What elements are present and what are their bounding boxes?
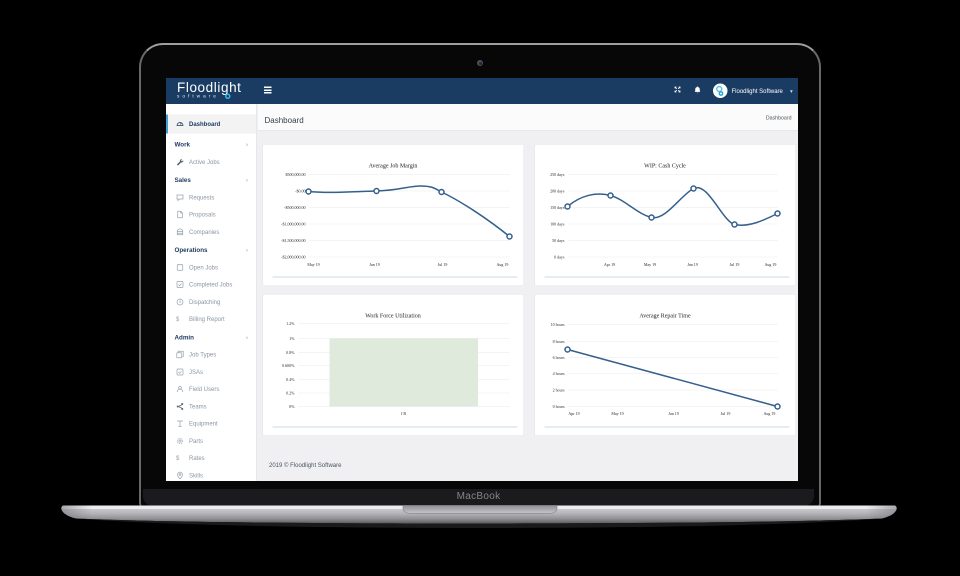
svg-text:200 days: 200 days	[550, 189, 565, 194]
svg-text:8 hours: 8 hours	[553, 339, 565, 344]
svg-text:Aug 19: Aug 19	[764, 411, 776, 416]
svg-text:Apr 19: Apr 19	[604, 262, 615, 267]
svg-text:Jul 19: Jul 19	[721, 411, 731, 416]
svg-text:1%: 1%	[289, 336, 295, 341]
svg-text:6 hours: 6 hours	[553, 355, 565, 360]
svg-text:May 19: May 19	[611, 411, 623, 416]
svg-text:10 hours: 10 hours	[551, 322, 565, 327]
svg-text:0.2%: 0.2%	[286, 391, 295, 396]
svg-text:4 hours: 4 hours	[553, 371, 565, 376]
svg-text:Work Force Utilization: Work Force Utilization	[365, 314, 421, 320]
svg-text:-$500,000.00: -$500,000.00	[284, 205, 305, 211]
svg-text:-$1,500,000.00: -$1,500,000.00	[281, 238, 305, 244]
svg-text:1.2%: 1.2%	[286, 321, 295, 326]
svg-text:Aug 19: Aug 19	[765, 262, 777, 267]
svg-text:Aug 19: Aug 19	[497, 262, 509, 267]
svg-text:WIP: Cash Cycle: WIP: Cash Cycle	[644, 164, 686, 170]
svg-text:0%: 0%	[289, 404, 295, 409]
svg-text:150 days: 150 days	[550, 205, 565, 210]
svg-text:Jul 19: Jul 19	[730, 262, 740, 267]
svg-text:-$1,000,000.00: -$1,000,000.00	[281, 222, 305, 228]
svg-text:250 days: 250 days	[550, 172, 565, 177]
svg-text:$500,000.00: $500,000.00	[286, 172, 306, 178]
svg-text:May 19: May 19	[307, 262, 319, 267]
svg-text:Average Repair Time: Average Repair Time	[639, 314, 691, 320]
svg-text:Average Job Margin: Average Job Margin	[369, 164, 418, 170]
svg-text:0 days: 0 days	[554, 255, 565, 260]
svg-text:50 days: 50 days	[552, 238, 565, 243]
svg-text:0.8%: 0.8%	[286, 350, 295, 355]
svg-text:0.600%: 0.600%	[282, 363, 295, 368]
svg-text:0 hours: 0 hours	[553, 404, 565, 409]
svg-text:100 days: 100 days	[550, 222, 565, 227]
svg-text:J B: J B	[401, 411, 407, 416]
svg-text:Apr 19: Apr 19	[568, 411, 579, 416]
svg-text:Jul 19: Jul 19	[438, 262, 448, 267]
svg-text:Jun 19: Jun 19	[369, 262, 380, 267]
svg-text:2 hours: 2 hours	[553, 388, 565, 393]
svg-text:0.4%: 0.4%	[286, 377, 295, 382]
svg-text:Jun 19: Jun 19	[668, 411, 679, 416]
svg-text:-$2,000,000.00: -$2,000,000.00	[281, 255, 305, 261]
svg-text:-$0.00: -$0.00	[295, 189, 305, 194]
svg-text:Jun 19: Jun 19	[687, 262, 698, 267]
svg-text:May 19: May 19	[644, 262, 656, 267]
